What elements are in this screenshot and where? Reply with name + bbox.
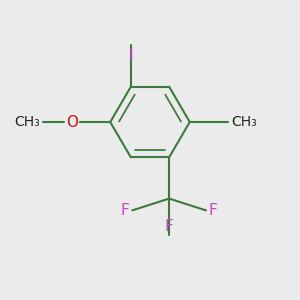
Text: O: O xyxy=(66,115,78,130)
Text: F: F xyxy=(209,203,218,218)
Text: F: F xyxy=(121,203,129,218)
Text: I: I xyxy=(128,47,133,65)
Text: F: F xyxy=(165,219,173,234)
Text: CH₃: CH₃ xyxy=(231,115,257,129)
Text: CH₃: CH₃ xyxy=(14,115,40,129)
